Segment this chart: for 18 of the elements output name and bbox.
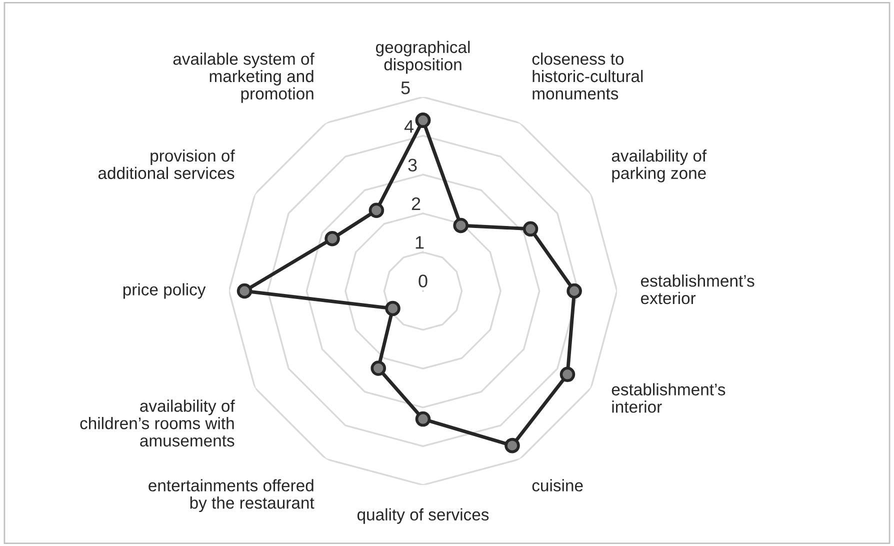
y-tick-label: 1 xyxy=(416,236,424,249)
spoke-label: geographical disposition xyxy=(376,40,470,74)
spoke-label: availability of children’s rooms with amusements xyxy=(80,400,235,447)
spoke-label: price policy xyxy=(123,283,206,299)
spoke-label: cuisine xyxy=(532,479,583,492)
y-tick-label: 0 xyxy=(418,274,428,288)
y-tick-label: 5 xyxy=(401,82,410,94)
spoke-label: availability of parking zone xyxy=(612,149,707,182)
spoke-label: closeness to historic-cultural monuments xyxy=(532,52,643,100)
spoke-label: available system of marketing and promotion xyxy=(173,52,314,103)
spoke-label: provision of additional services xyxy=(98,149,235,180)
y-tick-label: 2 xyxy=(412,197,420,210)
spoke-label: quality of services xyxy=(357,508,489,524)
spoke-label: establishment’s exterior xyxy=(640,274,754,304)
y-tick-label: 3 xyxy=(408,158,417,172)
y-tick-label: 4 xyxy=(404,120,414,133)
spoke-label: establishment’s interior xyxy=(612,383,726,413)
spoke-label: entertainments offered by the restaurant xyxy=(148,479,314,512)
